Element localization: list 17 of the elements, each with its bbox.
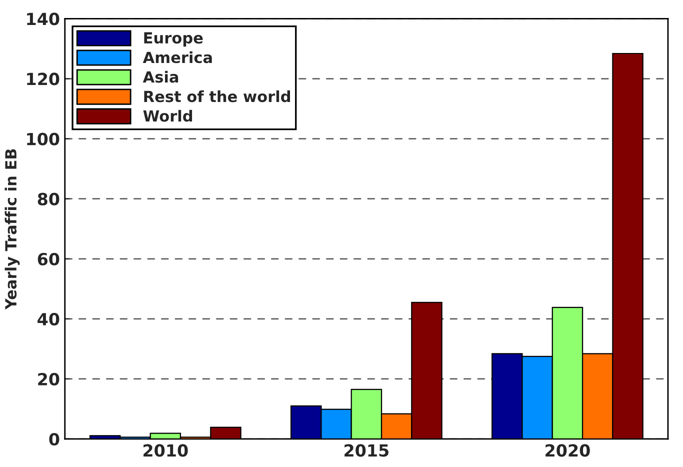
y-tick-label: 120 [27,72,60,86]
y-tick-label: 0 [49,432,60,446]
legend-label: Rest of the world [144,90,290,102]
y-tick-label: 80 [38,192,60,206]
x-tick-label: 2010 [144,444,188,457]
x-tick-label: 2015 [344,444,388,457]
legend-label: America [142,51,212,64]
y-axis-title: Yearly Traffic in EB [4,149,20,310]
legend-label: Europe [144,32,203,47]
legend-label: Asia [142,70,178,83]
y-tick-label: 140 [27,12,60,26]
y-tick-label: 100 [27,132,60,146]
y-tick-label: 40 [38,312,60,326]
x-tick-label: 2020 [546,444,590,457]
y-tick-label: 60 [38,252,60,266]
y-tick-label: 20 [38,372,60,386]
legend-label: World [143,110,192,122]
